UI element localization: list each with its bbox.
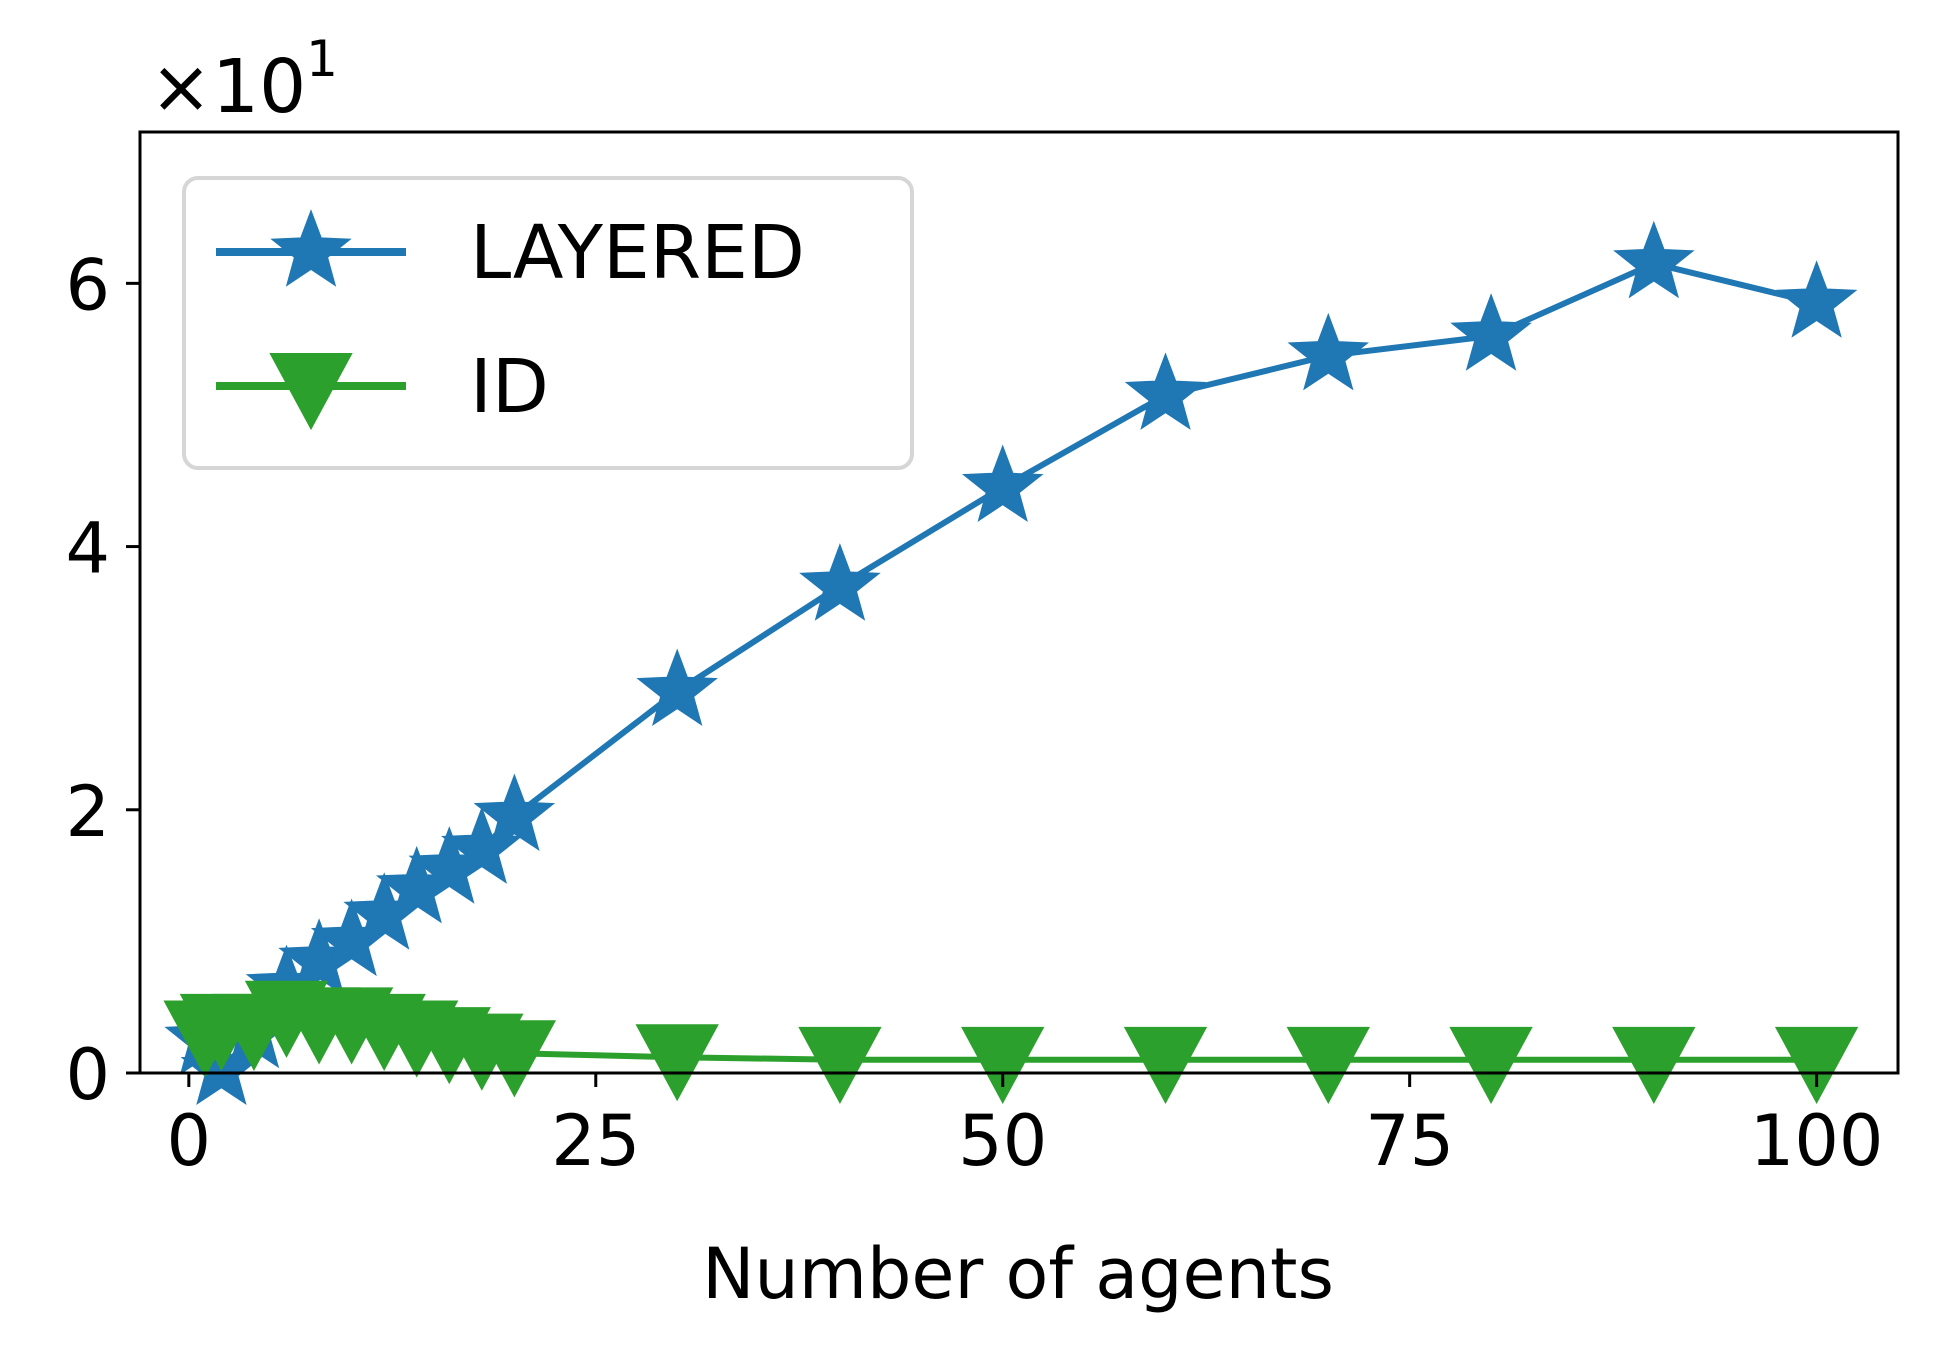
y-offset-base: ×10 [150,44,306,130]
legend-label: ID [470,344,549,430]
y-tick-label: 6 [65,244,110,326]
x-axis-title: Number of agents [702,1233,1334,1315]
legend-label: LAYERED [470,210,805,296]
data-point-marker [1450,293,1532,371]
axis-ticks: 0 25 50 75 100 0 2 4 6 [65,244,1883,1182]
series-layer [163,220,1859,1106]
data-point-marker [472,1020,557,1098]
data-point-marker [961,1026,1045,1104]
data-point-marker [1774,1026,1859,1104]
legend-marker [270,209,352,287]
data-point-marker [635,1024,719,1102]
data-point-marker [1123,1026,1208,1104]
x-tick-label: 100 [1750,1100,1884,1182]
x-tick-label: 0 [167,1100,212,1182]
y-axis-offset-label: ×101 [150,30,338,130]
y-tick-label: 0 [65,1034,110,1116]
data-point-marker [1775,260,1858,338]
legend-marker [269,353,353,431]
x-tick-label: 25 [551,1100,640,1182]
legend: LAYERED ID [182,176,914,470]
data-point-marker [1287,312,1370,391]
data-point-marker [1124,352,1207,430]
data-point-marker [1612,1026,1696,1104]
x-tick-label: 75 [1365,1100,1454,1182]
x-tick-label: 50 [958,1100,1047,1182]
plot-frame [138,130,1900,1075]
data-point-marker [636,648,718,727]
legend-entries: LAYERED ID [216,209,805,431]
y-tick-label: 4 [65,508,110,590]
y-offset-exponent: 1 [306,30,338,88]
data-point-marker [473,773,556,852]
data-point-marker [1286,1026,1370,1104]
series-id [163,980,1859,1104]
data-point-marker [798,1026,882,1104]
data-point-marker [1449,1026,1533,1104]
y-tick-label: 2 [65,771,110,853]
data-point-marker [961,444,1044,523]
data-point-marker [799,543,881,621]
data-point-marker [1613,220,1695,299]
